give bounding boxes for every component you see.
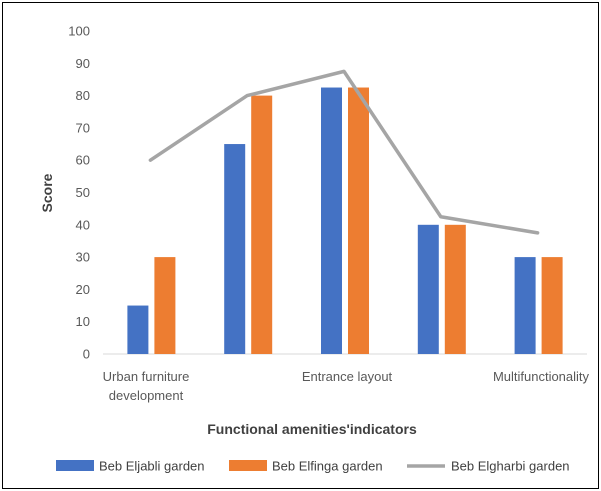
bar [417, 224, 439, 354]
y-axis-title: Score [39, 173, 55, 212]
bar [444, 224, 466, 354]
legend-label: Beb Eljabli garden [99, 459, 205, 474]
y-tick-label: 50 [76, 185, 90, 200]
series-line [148, 69, 540, 235]
bar [541, 257, 563, 354]
y-tick-label: 20 [76, 282, 90, 297]
y-tick-label: 90 [76, 56, 90, 71]
bar [224, 144, 246, 354]
bar [514, 257, 536, 354]
bar [321, 87, 342, 355]
bar [348, 87, 369, 355]
legend-label: Beb Elfinga garden [272, 459, 383, 474]
y-tick-label: 30 [76, 250, 90, 265]
legend: Beb Eljabli garden Beb Elfinga garden Beb … [56, 459, 570, 474]
y-tick-label: 80 [76, 88, 90, 103]
bar [251, 95, 273, 354]
y-tick-label: 60 [76, 153, 90, 168]
bar [127, 305, 149, 354]
x-tick-label: Multifunctionality [493, 369, 590, 384]
y-tick-label: 10 [76, 314, 90, 329]
legend-swatch [56, 460, 94, 471]
x-tick-label: Entrance layout [302, 369, 393, 384]
x-tick-label: Urban furniture development [103, 369, 190, 403]
y-tick-label: 70 [76, 120, 90, 135]
y-tick-label: 100 [68, 24, 90, 39]
x-axis-title: Functional amenities'indicators [207, 421, 417, 437]
y-tick-label: 40 [76, 217, 90, 232]
bar [154, 257, 176, 354]
legend-label: Beb Elgharbi garden [451, 459, 570, 474]
legend-swatch [229, 460, 267, 471]
y-tick-label: 0 [83, 347, 90, 362]
